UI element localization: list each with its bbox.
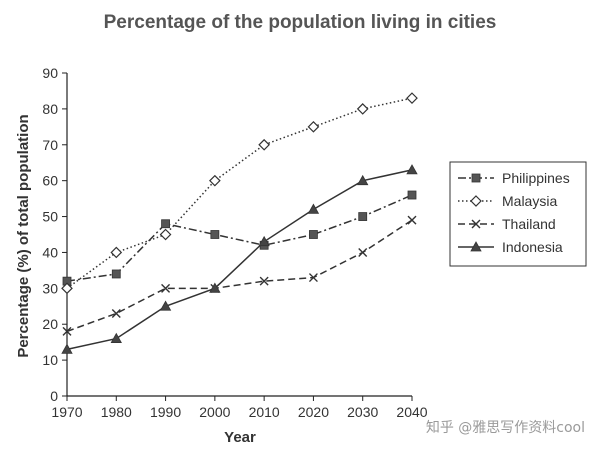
triangle-marker: [470, 241, 482, 252]
diamond-marker: [470, 195, 482, 207]
data-point-indonesia: [357, 174, 369, 186]
x-tick-label: 2010: [249, 404, 280, 420]
chart-title: Percentage of the population living in c…: [104, 12, 497, 33]
data-point-malaysia: [110, 246, 123, 259]
data-point-thailand: [62, 326, 72, 336]
x-marker-stroke: [259, 276, 269, 286]
legend-label-malaysia: Malaysia: [502, 193, 557, 209]
square-marker: [309, 230, 318, 239]
x-tick-label: 1990: [150, 404, 181, 420]
triangle-marker: [159, 300, 172, 311]
triangle-marker: [357, 174, 369, 186]
x-marker-stroke: [161, 283, 171, 293]
x-marker-stroke: [407, 215, 417, 225]
y-axis-label: Percentage (%) of total population: [15, 114, 32, 357]
data-point-philippines: [407, 190, 417, 200]
x-tick-label: 2030: [347, 404, 378, 420]
legend-marker-indonesia: [470, 241, 482, 252]
data-point-thailand: [161, 283, 171, 293]
series-line-indonesia: [66, 169, 413, 351]
data-point-indonesia: [159, 300, 172, 311]
x-marker-stroke: [308, 273, 318, 283]
triangle-marker: [258, 235, 270, 247]
square-marker: [407, 190, 417, 200]
legend-marker-malaysia: [470, 195, 482, 207]
y-tick-label: 0: [50, 388, 58, 404]
data-point-indonesia: [209, 282, 221, 293]
data-point-thailand: [407, 215, 417, 225]
data-point-indonesia: [258, 235, 270, 247]
square-marker: [471, 173, 481, 183]
y-tick-label: 40: [42, 244, 58, 260]
legend-marker-thailand: [471, 219, 481, 229]
y-tick-label: 50: [42, 209, 58, 225]
series-line-thailand: [66, 219, 413, 333]
data-point-thailand: [111, 308, 121, 318]
square-marker: [210, 230, 220, 239]
triangle-marker: [209, 282, 221, 293]
data-point-malaysia: [209, 174, 221, 187]
data-point-malaysia: [61, 282, 73, 295]
data-point-indonesia: [110, 332, 122, 343]
y-tick-label: 80: [42, 101, 58, 117]
triangle-marker: [61, 343, 73, 354]
x-tick-label: 2000: [199, 404, 230, 420]
legend-marker-philippines: [471, 173, 481, 183]
data-point-indonesia: [61, 343, 73, 354]
diamond-marker: [258, 138, 270, 151]
data-point-indonesia: [406, 164, 418, 175]
y-tick-label: 60: [42, 173, 58, 189]
x-tick-label: 2040: [396, 404, 427, 420]
square-marker: [358, 212, 368, 221]
data-point-malaysia: [307, 120, 320, 133]
data-point-indonesia: [307, 203, 320, 214]
diamond-marker: [406, 92, 418, 104]
diamond-marker: [110, 246, 123, 259]
series-line-philippines: [66, 194, 413, 282]
watermark: 知乎 @雅思写作资料cool: [426, 419, 585, 436]
legend-label-philippines: Philippines: [502, 170, 570, 186]
y-tick-label: 20: [42, 316, 58, 332]
data-point-malaysia: [406, 92, 418, 104]
diamond-marker: [209, 174, 221, 187]
x-marker-stroke: [471, 219, 481, 229]
triangle-marker: [307, 203, 320, 214]
x-marker-stroke: [111, 308, 121, 318]
data-point-malaysia: [356, 103, 369, 115]
x-tick-label: 2020: [298, 404, 329, 420]
x-tick-label: 1980: [101, 404, 132, 420]
triangle-marker: [406, 164, 418, 175]
data-point-malaysia: [159, 228, 172, 241]
data-point-thailand: [358, 247, 368, 257]
diamond-marker: [159, 228, 172, 241]
x-tick-label: 1970: [51, 404, 82, 420]
diamond-marker: [356, 103, 369, 115]
triangle-marker: [110, 332, 122, 343]
legend-label-thailand: Thailand: [502, 216, 556, 232]
y-tick-label: 90: [42, 65, 58, 81]
x-marker-stroke: [358, 247, 368, 257]
legend-label-indonesia: Indonesia: [502, 239, 563, 255]
series-line-malaysia: [66, 97, 413, 289]
y-tick-label: 10: [42, 352, 58, 368]
x-marker-stroke: [62, 326, 72, 336]
data-point-thailand: [308, 273, 318, 283]
data-point-philippines: [210, 230, 220, 239]
data-point-philippines: [309, 230, 318, 239]
data-point-philippines: [161, 219, 170, 229]
data-point-philippines: [358, 212, 368, 221]
square-marker: [111, 269, 121, 279]
y-tick-label: 70: [42, 137, 58, 153]
diamond-marker: [61, 282, 73, 295]
legend: Philippines Malaysia Thailand Indonesia: [449, 161, 587, 267]
square-marker: [161, 219, 170, 229]
y-tick-label: 30: [42, 280, 58, 296]
diamond-marker: [307, 120, 320, 133]
data-point-malaysia: [258, 138, 270, 151]
x-axis-label: Year: [224, 429, 256, 446]
data-point-philippines: [111, 269, 121, 279]
data-point-thailand: [259, 276, 269, 286]
